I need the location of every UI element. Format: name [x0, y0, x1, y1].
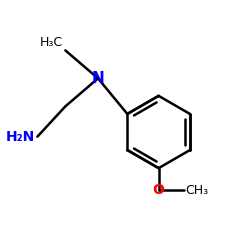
Text: N: N: [92, 71, 104, 86]
Text: H₂N: H₂N: [6, 130, 35, 144]
Text: H₃C: H₃C: [40, 36, 63, 49]
Text: O: O: [153, 183, 164, 197]
Text: CH₃: CH₃: [186, 184, 208, 197]
